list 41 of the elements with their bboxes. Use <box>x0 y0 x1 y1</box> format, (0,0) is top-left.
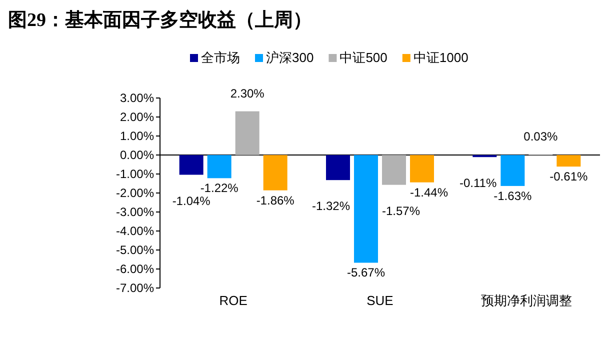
x-tick-label: 预期净利润调整 <box>481 293 572 308</box>
y-tick-label: 2.00% <box>120 110 154 124</box>
chart-title: 图29：基本面因子多空收益（上周） <box>8 9 312 31</box>
data-label: -1.57% <box>382 204 420 218</box>
y-tick-label: -1.00% <box>116 167 154 181</box>
data-label: -0.61% <box>550 170 588 184</box>
bar <box>410 155 434 182</box>
y-tick-label: -4.00% <box>116 224 154 238</box>
data-label: -1.32% <box>312 199 350 214</box>
y-tick-label: 0.00% <box>120 148 154 162</box>
legend-label: 全市场 <box>201 50 240 65</box>
data-label: 2.30% <box>230 86 265 100</box>
bar <box>556 155 581 167</box>
data-label: -1.22% <box>200 181 239 196</box>
legend-label: 中证1000 <box>413 50 468 65</box>
bar <box>235 111 260 155</box>
y-tick-label: -2.00% <box>116 186 154 200</box>
data-label: -5.67% <box>346 266 386 280</box>
y-tick-label: -5.00% <box>116 243 154 257</box>
data-label: -0.11% <box>460 176 497 190</box>
x-tick-label: ROE <box>219 293 248 308</box>
bar <box>179 155 204 175</box>
y-tick-label: -7.00% <box>116 281 154 295</box>
data-label: -1.44% <box>410 185 448 200</box>
data-label: -1.86% <box>256 193 295 208</box>
y-tick-label: -3.00% <box>116 205 154 219</box>
x-tick-label: SUE <box>366 293 394 308</box>
bar <box>207 155 232 178</box>
legend-label: 沪深300 <box>266 50 314 65</box>
y-tick-label: -6.00% <box>116 262 154 276</box>
data-label: -1.04% <box>172 194 211 208</box>
data-label: -1.63% <box>494 188 532 203</box>
legend-label: 中证500 <box>340 50 388 65</box>
bar <box>263 155 288 190</box>
y-tick-label: 3.00% <box>120 91 154 105</box>
bar <box>382 155 406 185</box>
data-label: 0.03% <box>524 129 558 144</box>
bar <box>500 155 525 186</box>
y-tick-label: 1.00% <box>120 129 154 143</box>
bar <box>326 155 350 180</box>
bar <box>354 155 378 263</box>
